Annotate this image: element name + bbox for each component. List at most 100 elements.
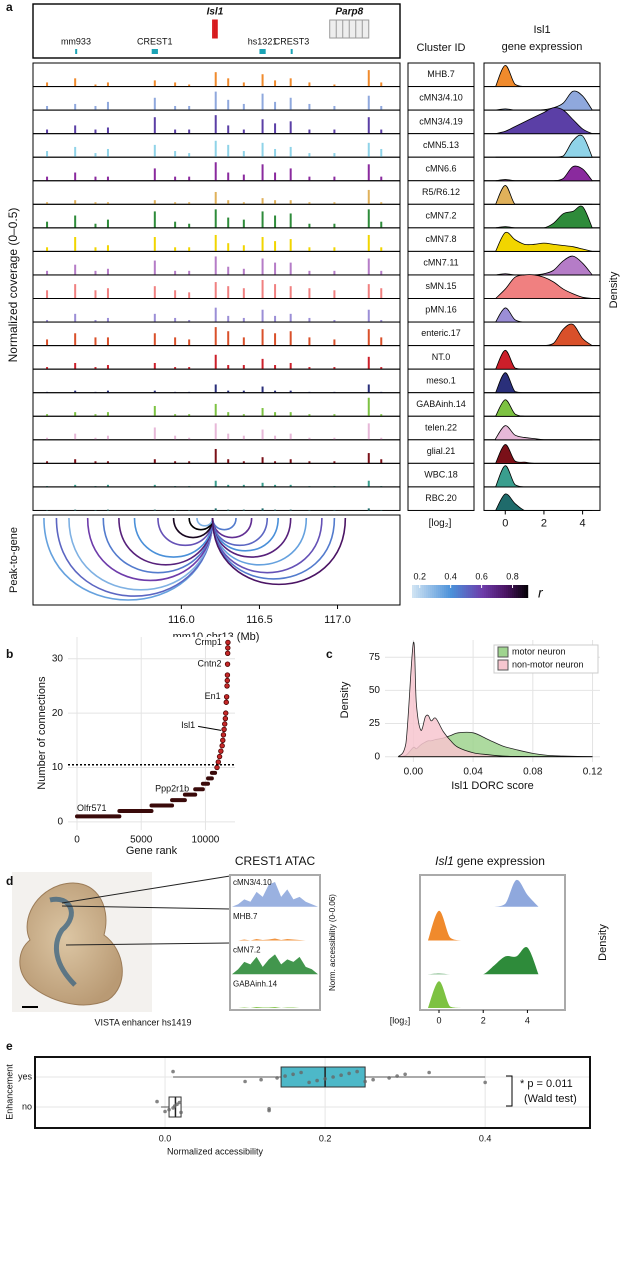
coverage-bar [214, 72, 217, 87]
row-label: cMN3/4.10 [233, 878, 272, 887]
coverage-bar [289, 331, 292, 346]
point [219, 743, 225, 749]
column-header: gene expression [502, 41, 583, 53]
x-tick-label: 0 [502, 517, 508, 529]
coverage-bar [380, 129, 383, 134]
point [220, 737, 226, 743]
point [221, 726, 227, 733]
coverage-bar [74, 215, 77, 228]
coverage-bar [242, 365, 245, 370]
coverage-bar [214, 384, 217, 393]
coverage-bar [333, 437, 336, 440]
coverage-bar [242, 414, 245, 417]
coverage-bar [46, 202, 49, 205]
coverage-bar [261, 211, 264, 228]
cluster-id: meso.1 [426, 375, 456, 385]
coverage-bar [242, 484, 245, 487]
point [163, 1109, 167, 1114]
colorbar-cell [438, 585, 441, 598]
density-ridge [495, 107, 593, 135]
peak-gene-link [55, 517, 214, 597]
colorbar-cell [448, 585, 451, 598]
coverage-bar [308, 437, 311, 440]
cluster-id: cMN6.6 [425, 163, 456, 173]
coverage-bar [242, 103, 245, 111]
y-axis-label: Density [339, 681, 351, 718]
box [280, 1066, 366, 1088]
point [267, 1107, 271, 1111]
coverage-bar [274, 80, 277, 87]
coverage-bar [106, 176, 109, 181]
coverage-bar [94, 176, 97, 181]
panel-label: b [6, 647, 13, 661]
cluster-id: RBC.20 [425, 493, 457, 503]
coverage-bar [46, 221, 49, 228]
coverage-bar [106, 219, 109, 228]
coverage-bar [174, 82, 177, 87]
coverage-bar [74, 284, 77, 299]
x-tick-label: 10000 [192, 835, 220, 846]
y-axis-label: Normalized coverage (0–0.5) [6, 208, 20, 363]
coverage-bar [153, 117, 156, 134]
coverage-bar [153, 260, 156, 275]
coverage-bar [74, 333, 77, 346]
coverage-bar [289, 313, 292, 323]
density-ridge [494, 444, 593, 464]
coverage-bar [380, 288, 383, 299]
coverage-bar [227, 200, 230, 205]
coverage-bar [380, 319, 383, 323]
coverage-bar [188, 367, 191, 370]
coverage-bar [289, 200, 292, 205]
coverage-bar [174, 435, 177, 440]
colorbar-cell [492, 585, 495, 598]
panel-label: a [6, 0, 13, 14]
coverage-bar [308, 82, 311, 87]
coverage-bar [74, 172, 77, 181]
coverage-bar [46, 129, 49, 134]
gene-label: Isl1 [207, 7, 224, 18]
accessibility-area [232, 938, 318, 941]
coverage-bar [227, 125, 230, 134]
coverage-bar [333, 461, 336, 464]
panel-label: d [6, 874, 13, 888]
coverage-bar [214, 115, 217, 134]
density-ridge [495, 90, 594, 111]
coverage-bar [308, 153, 311, 158]
point [259, 1077, 263, 1082]
coverage-bar [106, 412, 109, 417]
coverage-bar [367, 309, 370, 323]
legend-swatch [497, 646, 509, 658]
density-ridge [494, 185, 593, 205]
coverage-bar [46, 461, 49, 464]
coverage-bar [188, 129, 191, 134]
coverage-bar [46, 105, 49, 111]
point [363, 1079, 367, 1084]
coverage-bar [214, 91, 217, 111]
coverage-bar [261, 258, 264, 275]
coverage-bar [274, 101, 277, 111]
panel-label: c [326, 647, 333, 661]
coverage-bar [214, 423, 217, 440]
coverage-bar [261, 237, 264, 252]
coverage-bar [367, 453, 370, 464]
cluster-id: WBC.18 [424, 470, 458, 480]
coverage-bar [289, 121, 292, 134]
colorbar-cell [494, 585, 497, 598]
point [223, 710, 229, 716]
y-axis-label: Norm. accessibility (0-0.06) [328, 894, 337, 991]
x-tick-label: 2 [541, 517, 547, 529]
coverage-bar [74, 412, 77, 417]
point [220, 732, 227, 738]
coverage-bar [214, 282, 217, 299]
colorbar-cell [484, 585, 487, 598]
coverage-bar [227, 286, 230, 299]
coverage-bar [46, 437, 49, 440]
point [177, 1100, 182, 1105]
density-ridge [494, 307, 593, 323]
point [275, 1076, 279, 1080]
colorbar-cell [468, 585, 471, 598]
coverage-bar [94, 105, 97, 111]
point [403, 1072, 407, 1077]
x-tick-label: 0.04 [463, 767, 483, 778]
